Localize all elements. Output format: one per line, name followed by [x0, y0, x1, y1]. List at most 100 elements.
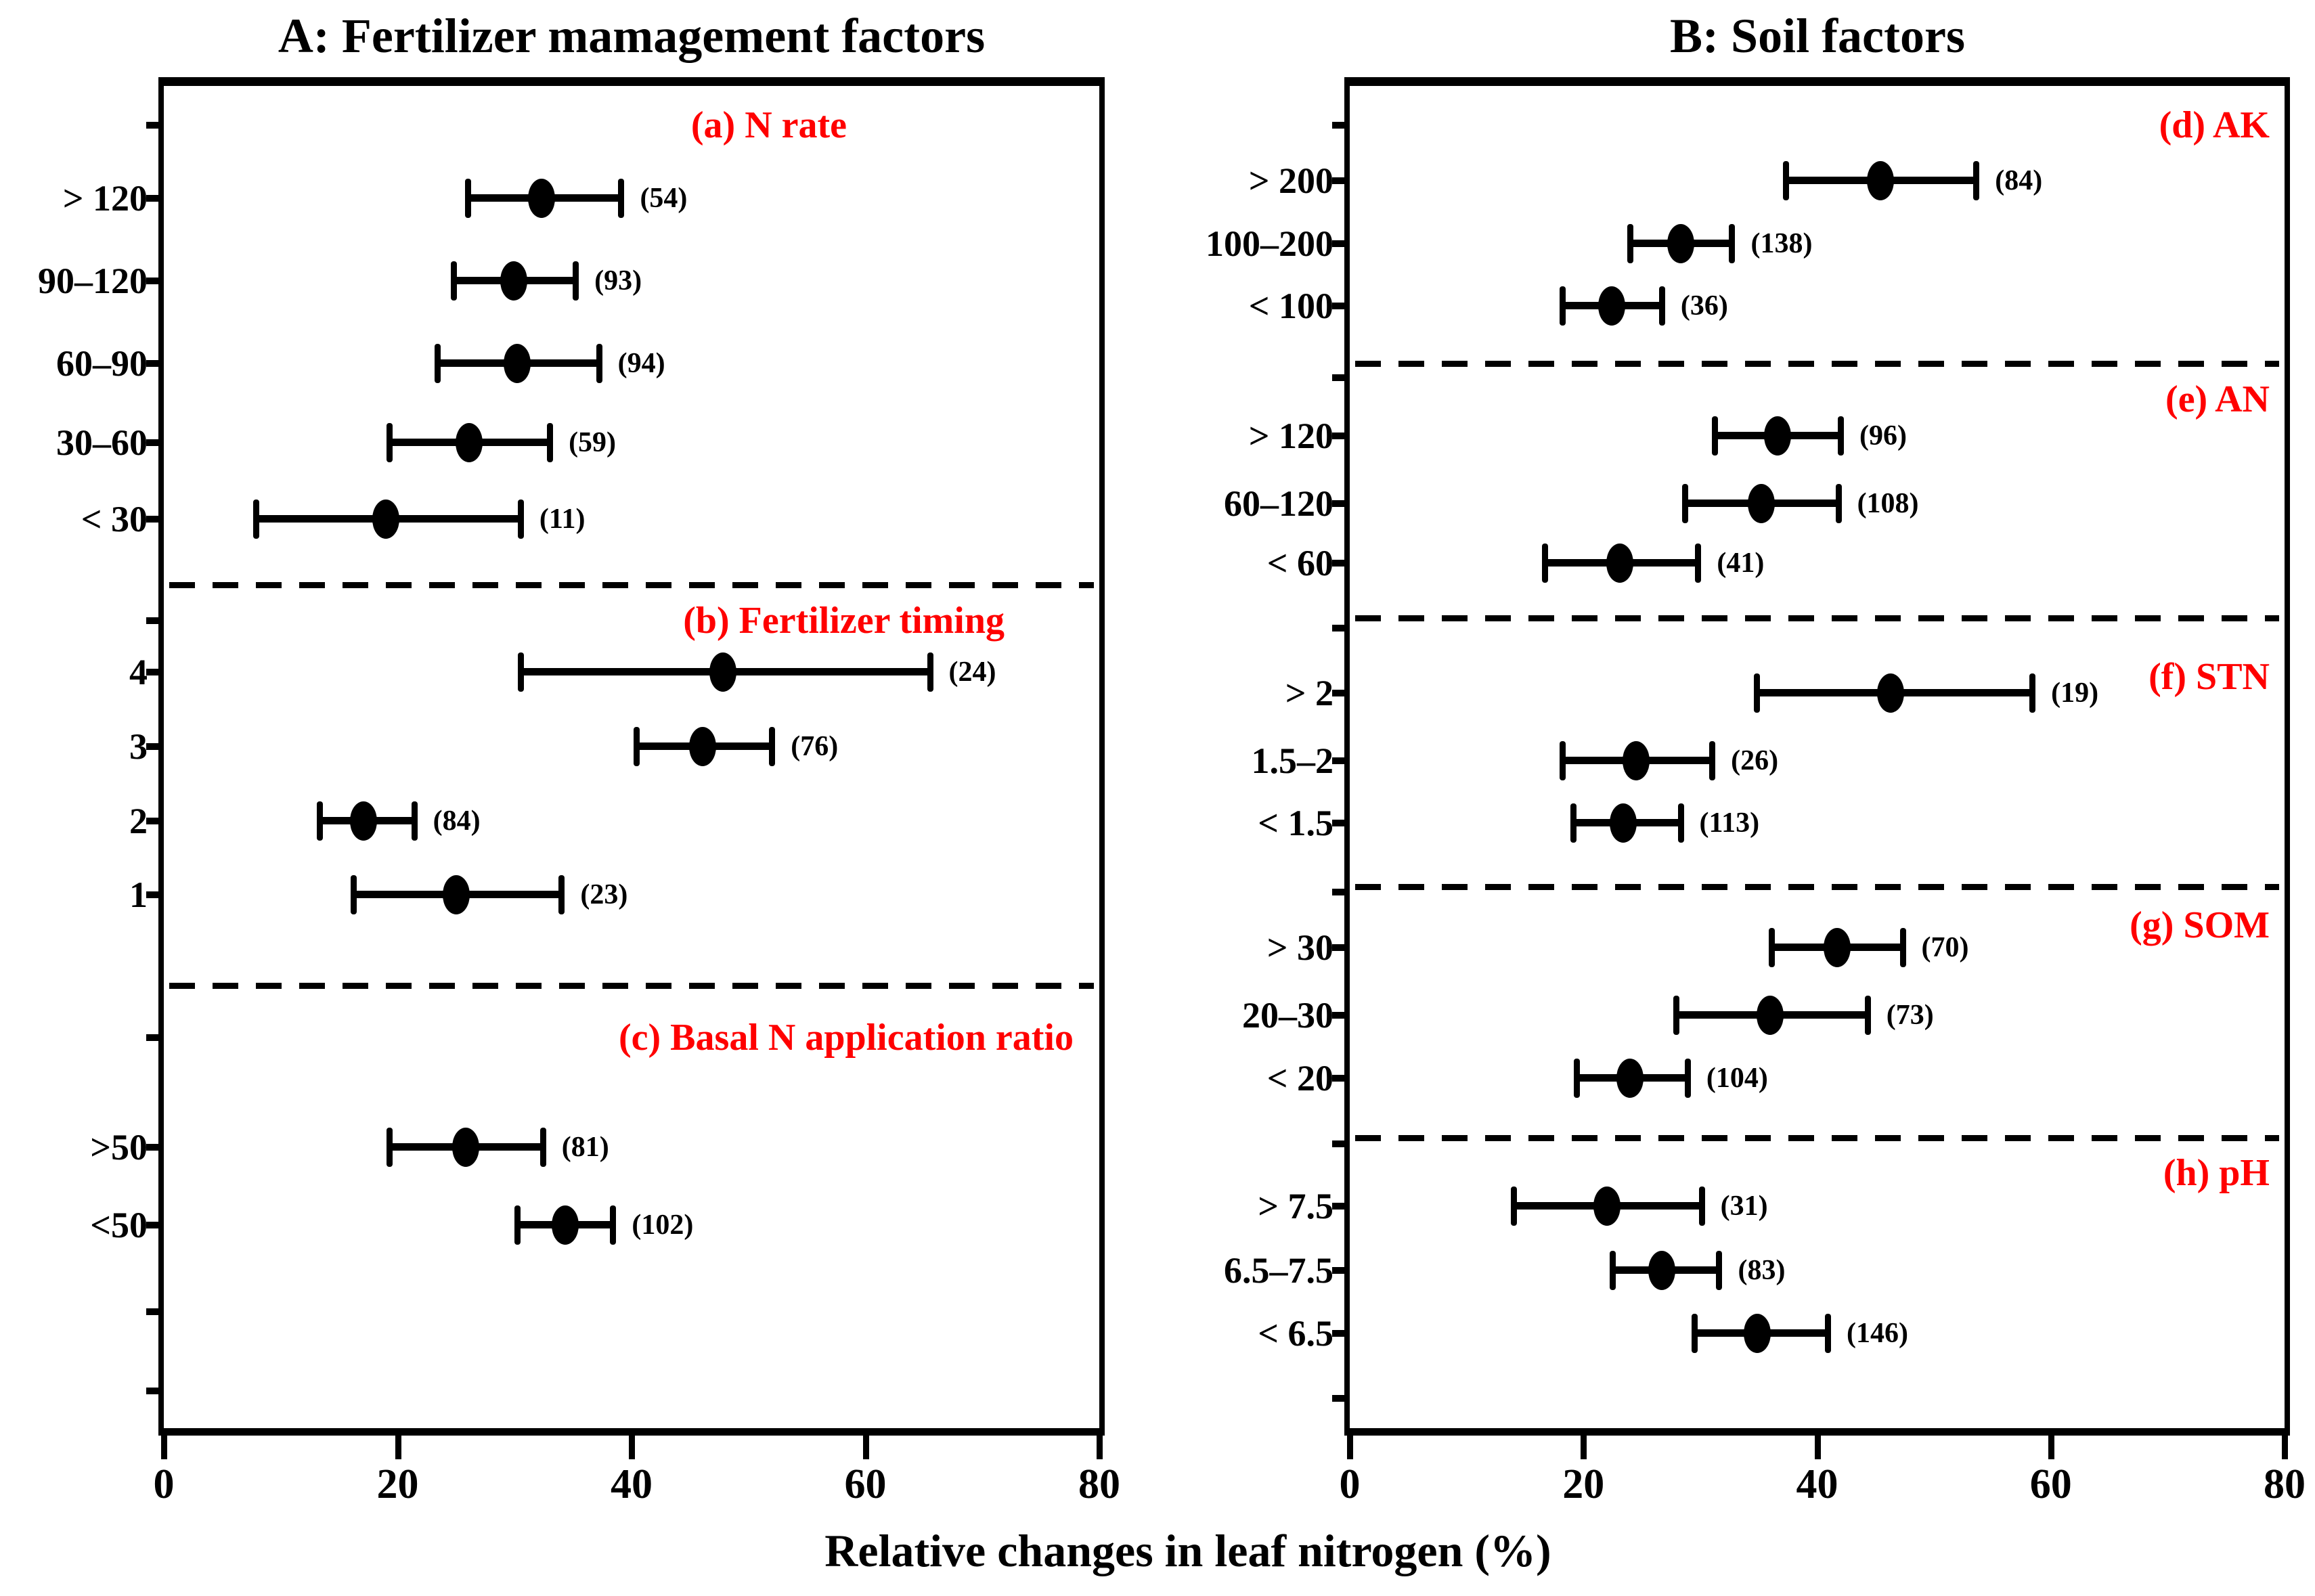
error-bar-cap-right: [1864, 996, 1871, 1035]
error-bar-cap-right: [1684, 1059, 1691, 1098]
section-label: (a) N rate: [690, 104, 847, 146]
mean-marker: [1763, 416, 1791, 456]
sample-size-label: (146): [1847, 1318, 1909, 1349]
error-bar-cap-right: [1729, 224, 1736, 263]
sample-size-label: (19): [2051, 678, 2099, 709]
sample-size-label: (76): [791, 731, 839, 762]
sample-size-label: (83): [1738, 1255, 1786, 1286]
error-bar-cap-left: [350, 875, 357, 914]
sample-size-label: (54): [640, 183, 688, 214]
error-bar-cap-right: [610, 1205, 617, 1245]
y-tick: [146, 1034, 162, 1041]
y-tick: [1332, 690, 1348, 696]
x-tick: [395, 1429, 401, 1459]
category-label: 2: [129, 801, 148, 841]
category-label: 6.5–7.5: [1224, 1250, 1333, 1291]
y-tick: [1332, 1395, 1348, 1402]
error-bar-cap-left: [1570, 803, 1577, 843]
error-bar-cap-left: [387, 1128, 393, 1167]
error-bar-cap-left: [465, 179, 472, 218]
x-tick-label: 40: [1796, 1461, 1838, 1507]
mean-marker: [1609, 803, 1637, 843]
y-tick: [146, 195, 162, 202]
error-bar-cap-right: [927, 652, 933, 692]
y-tick: [1332, 122, 1348, 129]
y-tick: [146, 1144, 162, 1151]
y-tick: [1332, 500, 1348, 507]
y-tick: [1332, 1075, 1348, 1082]
y-tick: [1332, 1203, 1348, 1210]
error-bar-cap-left: [517, 652, 524, 692]
category-label: 20–30: [1242, 995, 1333, 1036]
y-tick: [1332, 757, 1348, 764]
mean-marker: [709, 652, 736, 692]
x-tick-label: 60: [844, 1461, 887, 1507]
y-tick: [1332, 944, 1348, 951]
y-tick: [146, 516, 162, 523]
mean-marker: [503, 344, 531, 383]
sample-size-label: (59): [569, 427, 617, 458]
y-tick: [146, 617, 162, 624]
y-tick: [146, 818, 162, 824]
error-bar-cap-right: [1838, 416, 1845, 456]
y-tick: [1332, 1330, 1348, 1337]
x-tick-label: 20: [1562, 1461, 1605, 1507]
error-bar-cap-left: [435, 344, 441, 383]
sample-size-label: (113): [1699, 807, 1760, 839]
sample-size-label: (70): [1921, 932, 1969, 963]
y-tick: [1332, 560, 1348, 567]
error-bar-cap-left: [1560, 286, 1566, 326]
sample-size-label: (36): [1680, 290, 1728, 322]
category-label: > 200: [1248, 160, 1333, 201]
sample-size-label: (11): [539, 504, 586, 535]
category-label: < 1.5: [1258, 803, 1333, 843]
category-label: 4: [129, 652, 148, 692]
mean-marker: [455, 423, 483, 462]
error-bar-cap-right: [1695, 544, 1702, 583]
category-label: > 7.5: [1258, 1186, 1333, 1226]
x-tick: [862, 1429, 869, 1459]
error-bar-cap-right: [1677, 803, 1684, 843]
error-bar-cap-left: [1769, 928, 1776, 967]
mean-marker: [1823, 928, 1851, 967]
category-label: < 100: [1248, 286, 1333, 326]
error-bar-cap-right: [1973, 161, 1980, 200]
y-tick: [1332, 889, 1348, 895]
sample-size-label: (108): [1857, 488, 1919, 519]
error-bar-cap-right: [1899, 928, 1906, 967]
mean-marker: [689, 727, 717, 766]
category-label: < 30: [81, 499, 148, 539]
error-bar-cap-left: [514, 1205, 521, 1245]
y-tick: [1332, 625, 1348, 631]
section-label: (e) AN: [2165, 378, 2270, 420]
category-label: 90–120: [38, 261, 148, 301]
mean-marker: [1877, 673, 1905, 713]
category-label: < 6.5: [1258, 1313, 1333, 1354]
y-tick: [1332, 240, 1348, 247]
error-bar-cap-left: [253, 500, 260, 539]
mean-marker: [1866, 161, 1894, 200]
section-divider: [1355, 615, 2279, 621]
mean-marker: [1747, 484, 1775, 523]
x-tick: [1814, 1429, 1821, 1459]
plot-frame-b: [1344, 77, 2290, 1436]
panel-a-title: A: Fertilizer mamagement factors: [278, 9, 986, 63]
x-tick-label: 80: [2264, 1461, 2306, 1507]
x-tick: [1581, 1429, 1587, 1459]
category-label: > 30: [1266, 927, 1333, 968]
error-bar-cap-left: [1510, 1187, 1517, 1226]
y-tick: [1332, 820, 1348, 826]
y-tick: [1332, 433, 1348, 439]
sample-size-label: (31): [1720, 1191, 1768, 1222]
y-tick: [146, 278, 162, 284]
mean-marker: [1616, 1059, 1644, 1098]
y-tick: [1332, 1012, 1348, 1019]
error-bar-cap-left: [1692, 1314, 1698, 1353]
mean-marker: [1744, 1314, 1771, 1353]
error-bar-cap-right: [517, 500, 524, 539]
category-label: 100–200: [1206, 223, 1333, 264]
section-label: (g) SOM: [2130, 904, 2270, 946]
x-tick-label: 80: [1078, 1461, 1120, 1507]
sample-size-label: (24): [948, 657, 996, 688]
y-tick: [146, 1222, 162, 1228]
